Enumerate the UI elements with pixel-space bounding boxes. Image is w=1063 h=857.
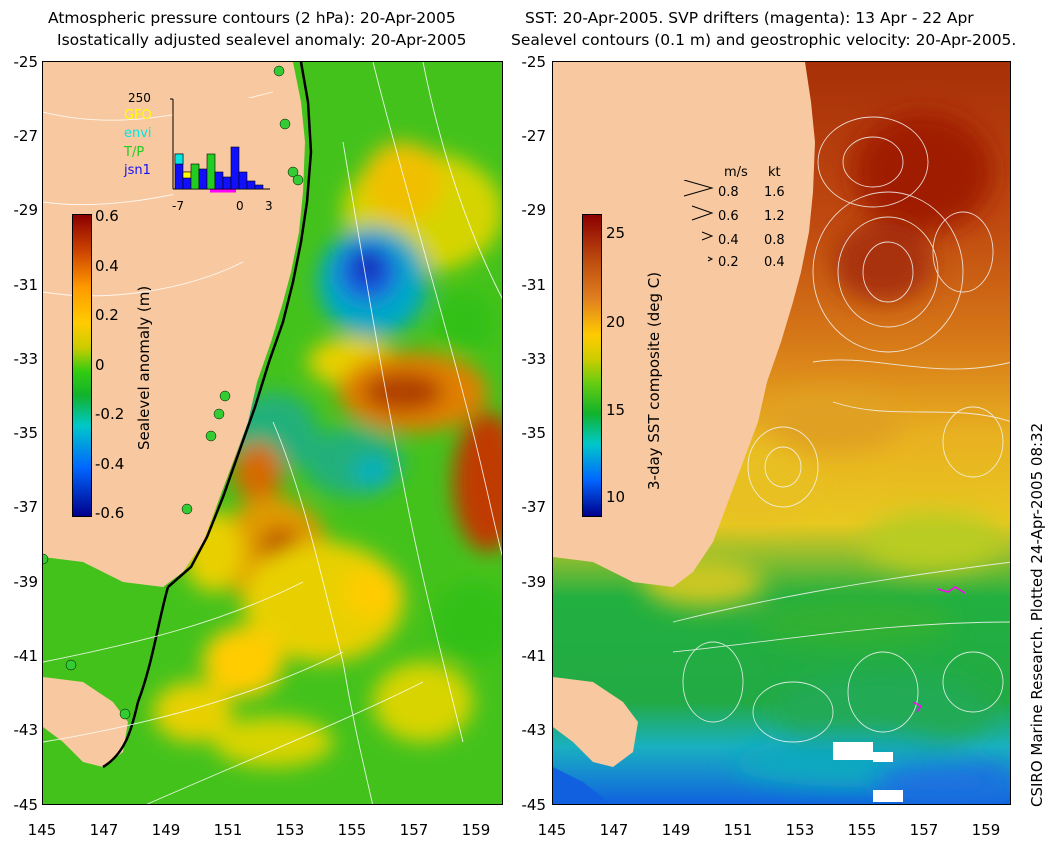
lat-label: -33	[13, 350, 39, 368]
sst-tick-15: 15	[606, 401, 626, 419]
lon-label: 155	[337, 821, 367, 839]
sla-tick-neg0.6: -0.6	[95, 504, 125, 522]
left-title-line-2: Isostatically adjusted sealevel anomaly:…	[57, 31, 467, 49]
sealevel-colorbar	[72, 214, 92, 517]
sealevel-anomaly-field	[43, 62, 502, 804]
sla-colorbar-label: Sealevel anomaly (m)	[135, 285, 153, 450]
lat-label: -45	[13, 796, 39, 814]
lat-label: -37	[521, 498, 547, 516]
velocity-row-ms: 0.8	[718, 185, 739, 200]
lon-label: 149	[661, 821, 691, 839]
velocity-legend-kt-header: kt	[768, 165, 781, 180]
lat-label: -25	[521, 53, 547, 71]
lon-label: 147	[89, 821, 119, 839]
lat-label: -35	[521, 424, 547, 442]
left-title-line-1: Atmospheric pressure contours (2 hPa): 2…	[48, 9, 456, 27]
histogram-xtick-neg7: -7	[172, 199, 184, 213]
sla-tick-0.4: 0.4	[95, 257, 119, 275]
sst-tick-10: 10	[606, 488, 626, 506]
velocity-row-kt: 0.8	[764, 233, 785, 248]
lat-label: -27	[13, 127, 39, 145]
legend-envi: envi	[124, 126, 152, 141]
histogram-xtick-0: 0	[236, 199, 244, 213]
lon-label: 145	[537, 821, 567, 839]
legend-gfo: GFO	[124, 108, 152, 123]
sst-map	[552, 61, 1011, 805]
lon-label: 159	[971, 821, 1001, 839]
lat-label: -41	[13, 647, 39, 665]
lon-label: 155	[847, 821, 877, 839]
velocity-row-ms: 0.2	[718, 255, 739, 270]
sst-field	[553, 62, 1010, 804]
lon-label: 147	[599, 821, 629, 839]
sla-tick-0: 0	[95, 356, 105, 374]
lon-label: 145	[27, 821, 57, 839]
sealevel-anomaly-map	[42, 61, 503, 805]
lat-label: -37	[13, 498, 39, 516]
lat-label: -39	[521, 573, 547, 591]
histogram-ymax-label: 250	[128, 91, 151, 105]
credit-line: CSIRO Marine Research. Plotted 24-Apr-20…	[1028, 422, 1046, 807]
lat-label: -33	[521, 350, 547, 368]
sla-tick-0.6: 0.6	[95, 207, 119, 225]
right-title-line-2: Sealevel contours (0.1 m) and geostrophi…	[511, 31, 1017, 49]
velocity-row-kt: 1.6	[764, 185, 785, 200]
lat-label: -39	[13, 573, 39, 591]
sst-tick-20: 20	[606, 313, 626, 331]
sst-tick-25: 25	[606, 224, 626, 242]
velocity-row-ms: 0.6	[718, 209, 739, 224]
velocity-legend-ms-header: m/s	[724, 165, 748, 180]
lat-label: -45	[521, 796, 547, 814]
histogram-xtick-3: 3	[265, 199, 273, 213]
legend-tp: T/P	[124, 145, 145, 160]
lon-label: 149	[151, 821, 181, 839]
altimeter-histogram-inset: 250 GFO envi T/P jsn1 -7 0 3	[115, 92, 275, 217]
lat-label: -31	[521, 276, 547, 294]
sst-colorbar	[582, 214, 602, 517]
velocity-arrow-icons	[683, 180, 714, 262]
lon-label: 157	[909, 821, 939, 839]
lon-label: 153	[275, 821, 305, 839]
lon-label: 151	[213, 821, 243, 839]
sst-colorbar-label: 3-day SST composite (deg C)	[645, 271, 663, 490]
velocity-row-ms: 0.4	[718, 233, 739, 248]
velocity-row-kt: 1.2	[764, 209, 785, 224]
lat-label: -29	[521, 201, 547, 219]
lat-label: -25	[13, 53, 39, 71]
right-title-line-1: SST: 20-Apr-2005. SVP drifters (magenta)…	[525, 9, 974, 27]
lat-label: -35	[13, 424, 39, 442]
sla-tick-0.2: 0.2	[95, 306, 119, 324]
lon-label: 157	[399, 821, 429, 839]
lat-label: -29	[13, 201, 39, 219]
lon-label: 159	[461, 821, 491, 839]
lat-label: -31	[13, 276, 39, 294]
histogram-bars	[170, 98, 270, 193]
lat-label: -43	[13, 721, 39, 739]
sla-tick-neg0.2: -0.2	[95, 405, 125, 423]
sla-tick-neg0.4: -0.4	[95, 455, 125, 473]
lat-label: -41	[521, 647, 547, 665]
lat-label: -27	[521, 127, 547, 145]
lat-label: -43	[521, 721, 547, 739]
lon-label: 151	[723, 821, 753, 839]
velocity-row-kt: 0.4	[764, 255, 785, 270]
lon-label: 153	[785, 821, 815, 839]
legend-jsn1: jsn1	[124, 163, 151, 178]
velocity-legend: m/s kt 0.8 1.6 0.6 1.2 0.4 0.8 0.2 0.4	[680, 166, 790, 276]
